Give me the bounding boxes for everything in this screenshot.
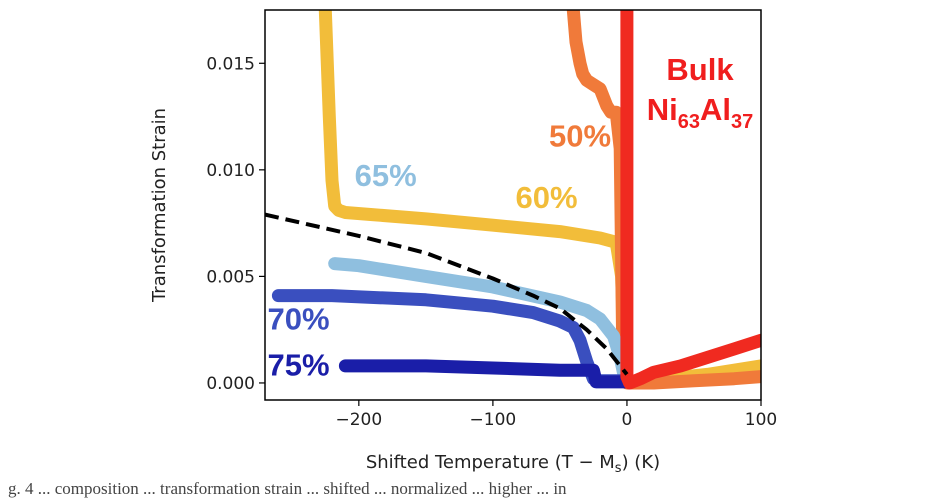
x-tick-label: −200: [335, 410, 382, 430]
y-tick-label: 0.000: [206, 374, 255, 394]
series-line-4: [338, 359, 634, 389]
series-line-6: [265, 212, 629, 376]
series-annotation: 70%: [267, 302, 329, 337]
x-tick-label: −100: [470, 410, 517, 430]
bulk-ni-sub: 63: [678, 111, 700, 133]
y-tick-label: 0.005: [206, 267, 255, 287]
y-tick-label: 0.015: [206, 54, 255, 74]
series-line-5: [620, 10, 761, 390]
series-line-1: [566, 10, 761, 390]
bulk-ni: Ni: [647, 92, 678, 127]
plot-frame: [264, 9, 762, 401]
y-tick-label: 0.010: [206, 161, 255, 181]
x-axis-title-main: Shifted Temperature (T − M: [366, 452, 615, 473]
bulk-al-sub: 37: [731, 111, 753, 133]
annotation-layer: 65% 60% 50% 70% 75%: [267, 118, 611, 382]
x-tick-label: 0: [622, 410, 633, 430]
y-axis-title: Transformation Strain: [149, 108, 170, 303]
caption-fragment: g. 4 ... composition ... transformation …: [8, 479, 567, 498]
x-tick-label: 100: [745, 410, 777, 430]
bulk-al: Al: [700, 92, 731, 127]
bulk-label-line1: Bulk: [666, 52, 734, 87]
series-annotation: 65%: [355, 158, 417, 193]
series-annotation: 75%: [267, 347, 329, 382]
x-axis-title-end: ) (K): [622, 452, 661, 473]
bulk-label-line2: Ni63Al37: [647, 92, 754, 133]
series-annotation: 50%: [549, 118, 611, 153]
series-annotation: 60%: [515, 180, 577, 215]
x-axis-title: Shifted Temperature (T − Ms) (K): [366, 452, 660, 476]
tick-layer: −200 −100 0 100 0.000 0.005 0.010 0.015: [206, 54, 777, 430]
series-layer: [265, 10, 761, 390]
x-axis-title-sub: s: [615, 461, 622, 476]
